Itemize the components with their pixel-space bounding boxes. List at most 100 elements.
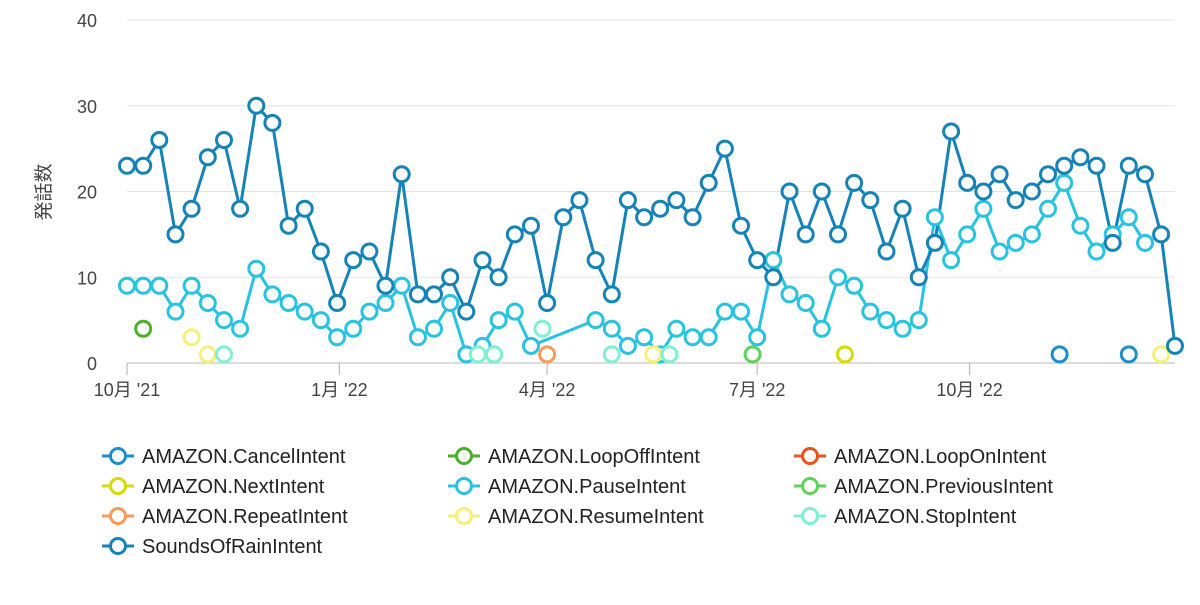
data-point [441, 294, 460, 312]
legend-label: AMAZON.PauseIntent [488, 476, 686, 498]
legend-marker [801, 447, 819, 465]
data-point [618, 191, 637, 210]
data-point [360, 242, 379, 261]
data-point [1055, 173, 1074, 192]
data-point [958, 225, 977, 244]
data-point [699, 173, 718, 192]
data-point [1136, 165, 1154, 184]
data-point [485, 345, 503, 364]
data-point [861, 302, 880, 321]
data-point [134, 319, 153, 338]
data-point [408, 285, 427, 304]
data-point [344, 319, 363, 338]
data-point [328, 294, 347, 312]
axes: 発話数 0 10 20 30 40 10月 '21 1月 '22 4月 '22 7月 '22 10… [33, 11, 1175, 400]
data-point [1022, 182, 1041, 201]
data-point [1055, 156, 1074, 175]
data-point [715, 139, 734, 158]
data-point [974, 182, 993, 201]
data-point [1103, 233, 1122, 252]
data-point [715, 302, 734, 321]
data-point [990, 242, 1009, 261]
data-point [586, 311, 605, 330]
data-point [505, 302, 524, 321]
data-point [473, 251, 492, 270]
data-point [231, 199, 250, 218]
data-point [295, 199, 314, 218]
legend-label: AMAZON.RepeatIntent [142, 506, 348, 528]
x-tick-label: 7月 '22 [729, 380, 785, 400]
data-point [182, 328, 201, 347]
data-point [441, 268, 460, 287]
data-point [279, 216, 298, 235]
data-point [533, 319, 552, 338]
data-point [1006, 233, 1025, 252]
data-point [489, 268, 508, 287]
data-point [845, 173, 864, 192]
data-point [667, 319, 686, 338]
data-point [247, 259, 266, 278]
data-point [1071, 148, 1090, 167]
legend-label: SoundsOfRainIntent [142, 536, 323, 558]
data-point [909, 311, 928, 330]
data-point [1039, 199, 1057, 218]
data-point [392, 276, 411, 295]
data-point [1039, 165, 1057, 184]
data-point [743, 345, 762, 364]
data-point [1087, 242, 1106, 261]
data-point [166, 225, 185, 244]
data-point [554, 208, 573, 227]
data-point [468, 345, 487, 364]
data-point [522, 216, 540, 235]
x-tick-label: 10月 '22 [936, 380, 1002, 400]
data-point [311, 242, 330, 261]
data-point [263, 113, 282, 132]
data-point [893, 319, 912, 338]
legend-marker [109, 447, 127, 465]
legend-marker [455, 507, 473, 525]
data-point [344, 251, 363, 270]
x-tick-label: 10月 '21 [94, 380, 160, 400]
data-point [651, 199, 670, 218]
data-point [166, 302, 185, 321]
data-point [942, 251, 961, 270]
data-point [942, 122, 961, 141]
data-point [150, 131, 169, 149]
data-point [182, 199, 201, 218]
legend-label: AMAZON.LoopOnIntent [834, 446, 1047, 468]
data-point [215, 311, 233, 330]
data-point [570, 191, 589, 210]
legend-marker [109, 507, 127, 525]
data-point [1152, 225, 1171, 244]
y-tick-label: 30 [77, 97, 97, 117]
data-point [925, 208, 944, 227]
y-tick-label: 40 [77, 11, 97, 31]
data-point [311, 311, 330, 330]
data-point [835, 345, 854, 364]
data-point [295, 302, 314, 321]
legend: AMAZON.CancelIntent AMAZON.LoopOffIntent A… [102, 446, 1053, 558]
data-point [538, 294, 557, 312]
data-point [635, 328, 654, 347]
data-point [198, 294, 217, 312]
data-point [586, 251, 605, 270]
data-point [425, 285, 443, 304]
data-point [683, 208, 702, 227]
data-point [1119, 208, 1138, 227]
data-point [764, 268, 783, 287]
data-point [279, 294, 298, 312]
data-point [667, 191, 686, 210]
y-tick-label: 10 [77, 268, 97, 288]
data-point [376, 294, 395, 312]
y-tick-label: 0 [87, 354, 97, 374]
data-point [780, 285, 799, 304]
data-point [1152, 345, 1171, 364]
legend-label: AMAZON.CancelIntent [142, 446, 346, 468]
x-tick-label: 1月 '22 [311, 380, 367, 400]
data-point [1022, 225, 1041, 244]
data-point [215, 345, 233, 364]
legend-label: AMAZON.StopIntent [834, 506, 1017, 528]
data-point [1119, 156, 1138, 175]
data-point [489, 311, 508, 330]
